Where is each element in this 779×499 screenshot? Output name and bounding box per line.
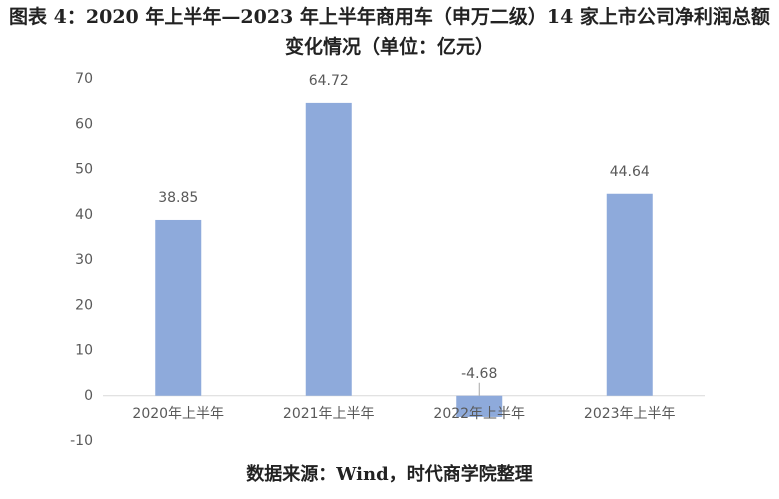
x-tick-label: 2023年上半年 [584, 406, 676, 422]
y-tick-label: 30 [75, 252, 93, 268]
y-tick-label: 20 [75, 297, 93, 313]
bar [456, 395, 503, 417]
y-tick-label: 70 [75, 71, 93, 87]
x-tick-label: 2020年上半年 [132, 406, 224, 422]
chart-title: 图表 4：2020 年上半年—2023 年上半年商用车（申万二级）14 家上市公… [9, 6, 770, 58]
y-tick-label: 40 [75, 207, 93, 223]
y-tick-label: -10 [70, 433, 93, 449]
chart: -10 0 10 20 30 40 50 60 70 38.85 2020年上半年 64.72 2021… [70, 71, 705, 449]
bar [155, 219, 202, 396]
x-tick-label: 2022年上半年 [433, 406, 525, 422]
y-tick-label: 10 [75, 343, 93, 359]
y-tick-label: 60 [75, 116, 93, 132]
bar [305, 102, 352, 396]
y-tick-label: 0 [84, 388, 93, 404]
bar [606, 193, 653, 396]
value-label: 64.72 [309, 73, 349, 89]
y-tick-label: 50 [75, 162, 93, 178]
value-label: 44.64 [610, 164, 650, 180]
value-label: 38.85 [158, 190, 198, 206]
source-note: 数据来源：Wind，时代商学院整理 [246, 464, 533, 485]
x-tick-label: 2021年上半年 [283, 406, 375, 422]
value-label: -4.68 [461, 366, 497, 382]
